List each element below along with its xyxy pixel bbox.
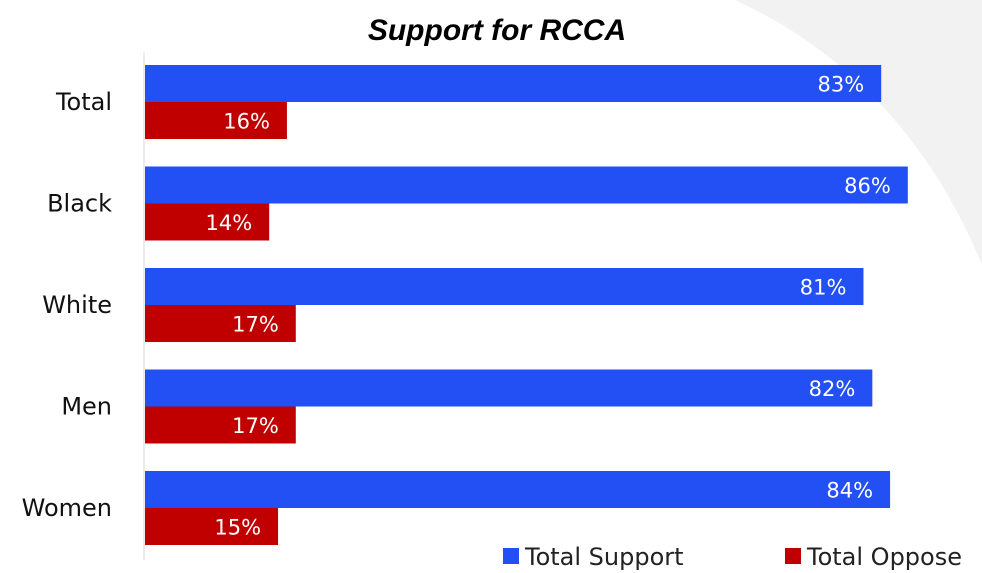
legend-swatch-total-support — [503, 548, 519, 564]
data-label-total-support-black: 86% — [844, 174, 891, 198]
category-labels: Total Black White Men Women — [22, 88, 112, 522]
data-label-total-support-women: 84% — [826, 479, 873, 503]
bar-total-oppose-black — [145, 203, 270, 241]
bar-total-oppose-men — [145, 406, 296, 444]
data-label-total-support-total: 83% — [818, 73, 865, 97]
category-label-women: Women — [22, 494, 112, 522]
category-label-white: White — [42, 291, 112, 319]
legend-label-total-oppose: Total Oppose — [806, 543, 962, 571]
category-label-men: Men — [61, 393, 112, 421]
bar-total-support-total — [145, 65, 882, 102]
bar-total-oppose-white — [145, 305, 296, 342]
bar-total-oppose-total — [145, 102, 287, 139]
data-label-total-oppose-white: 17% — [232, 313, 279, 337]
legend: Total Support Total Oppose — [503, 543, 962, 571]
bar-total-support-black — [145, 166, 908, 204]
data-label-total-oppose-women: 15% — [214, 516, 261, 540]
legend-swatch-total-oppose — [785, 548, 801, 564]
category-label-total: Total — [55, 88, 112, 116]
data-label-total-oppose-black: 14% — [205, 211, 252, 235]
data-label-total-oppose-total: 16% — [223, 110, 270, 134]
bar-total-support-white — [145, 268, 864, 305]
category-label-black: Black — [47, 190, 112, 218]
data-label-total-support-men: 82% — [809, 377, 856, 401]
chart-title: Support for RCCA — [368, 14, 626, 47]
bars-group: 83% 16% 86% 14% 81% 17% 82% 17% 84% 15% — [145, 65, 908, 545]
bar-total-support-women — [145, 471, 891, 508]
data-label-total-support-white: 81% — [800, 276, 847, 300]
bar-total-oppose-women — [145, 508, 279, 545]
legend-label-total-support: Total Support — [524, 543, 684, 571]
background-swoosh — [735, 0, 982, 265]
bar-total-support-men — [145, 369, 873, 407]
data-label-total-oppose-men: 17% — [232, 414, 279, 438]
